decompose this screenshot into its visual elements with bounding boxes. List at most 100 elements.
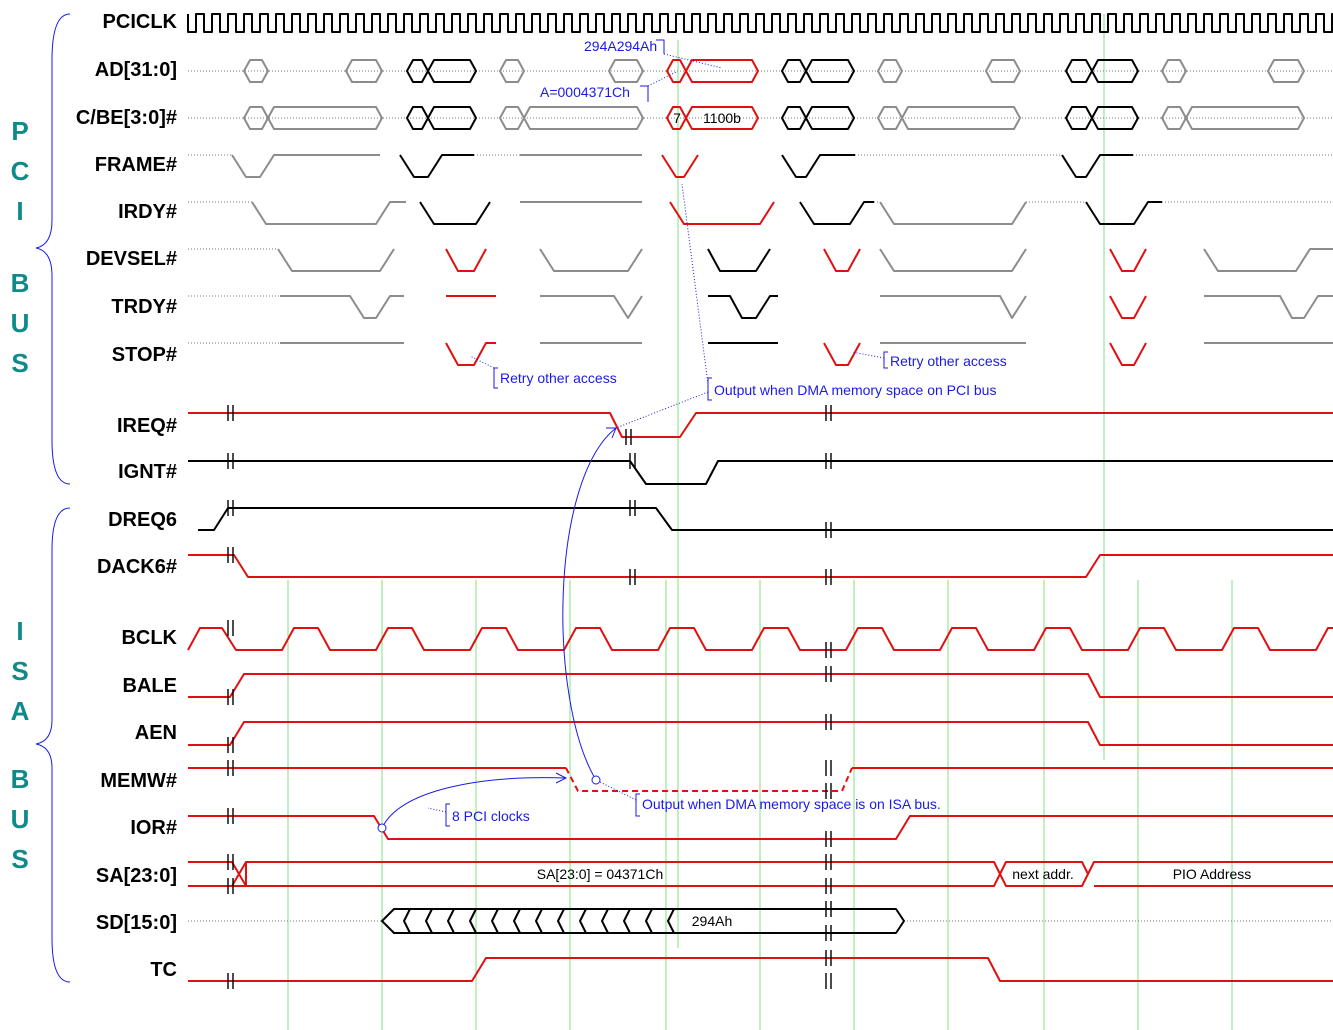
- sd-chevron: [403, 908, 411, 934]
- signal-label-dreq6: DREQ6: [108, 509, 177, 531]
- pciclk-waveform: [187, 13, 1333, 33]
- pci-letter: S: [11, 348, 28, 378]
- sd-chevron: [535, 908, 543, 934]
- time-break-mark: [227, 854, 234, 870]
- isa-letter: U: [11, 804, 30, 834]
- signal-label-tc: TC: [150, 959, 177, 981]
- dreq6-waveform: [198, 507, 1333, 531]
- aen-waveform: [188, 721, 1333, 746]
- signal-label-dack6: DACK6#: [97, 556, 177, 578]
- time-break-mark: [825, 925, 832, 941]
- tc-waveform: [188, 957, 1333, 982]
- sd-chevron: [623, 908, 631, 934]
- isa-dma-annotation: Output when DMA memory space is on ISA b…: [642, 796, 941, 812]
- time-break-mark: [629, 500, 636, 516]
- sa-pio-address-value: PIO Address: [1173, 866, 1252, 882]
- time-break-mark: [825, 854, 832, 870]
- isa-letter: A: [11, 696, 30, 726]
- signal-labels: PCICLK AD[31:0] C/BE[3:0]# FRAME# IRDY# …: [76, 11, 178, 981]
- ior-waveform: [188, 815, 1333, 840]
- memw-waveform: [188, 767, 1333, 792]
- time-break-mark: [629, 453, 636, 469]
- sd-chevron: [447, 908, 455, 934]
- ad-address-annotation: A=0004371Ch: [540, 84, 630, 100]
- pci-letter: P: [11, 116, 28, 146]
- pci-bus-letters: P C I B U S: [11, 116, 30, 378]
- signal-label-bclk: BCLK: [121, 627, 177, 649]
- time-break-mark: [825, 569, 832, 585]
- sd-chevron: [601, 908, 609, 934]
- ad-waveform: [188, 59, 1333, 83]
- time-break-mark: [825, 760, 832, 776]
- trdy-waveform: [188, 295, 1333, 319]
- sd-chevron: [425, 908, 433, 934]
- isa-letter: I: [16, 616, 23, 646]
- sd-data-value: 294Ah: [692, 913, 732, 929]
- time-break-mark: [629, 569, 636, 585]
- signal-label-bale: BALE: [123, 675, 177, 697]
- time-break-mark: [227, 620, 234, 636]
- signal-label-sd: SD[15:0]: [96, 912, 177, 934]
- sd-chevron: [491, 908, 499, 934]
- sa-next-address-value: next addr.: [1012, 866, 1074, 882]
- irdy-waveform: [188, 201, 1333, 225]
- signal-label-aen: AEN: [135, 722, 177, 744]
- time-break-mark: [825, 831, 832, 847]
- signal-label-ad: AD[31:0]: [95, 59, 177, 81]
- signal-label-stop: STOP#: [112, 344, 177, 366]
- time-break-mark: [625, 429, 632, 445]
- signal-label-ior: IOR#: [130, 817, 177, 839]
- sd-chevron: [645, 908, 653, 934]
- time-break-mark: [227, 547, 234, 563]
- time-break-mark: [227, 760, 234, 776]
- signal-label-frame: FRAME#: [95, 154, 177, 176]
- ignt-waveform: [188, 460, 1333, 485]
- stop-waveform: [188, 342, 1333, 366]
- pci-letter: B: [11, 268, 30, 298]
- sd-chevron: [513, 908, 521, 934]
- time-break-mark: [825, 973, 832, 989]
- ireq-waveform: [188, 412, 1333, 438]
- signal-label-irdy: IRDY#: [118, 201, 177, 223]
- clock-gridlines: [287, 14, 1233, 1030]
- signal-label-ignt: IGNT#: [118, 461, 177, 483]
- time-break-mark: [227, 973, 234, 989]
- isa-letter: S: [11, 844, 28, 874]
- pci-letter: U: [11, 308, 30, 338]
- time-break-mark: [825, 901, 832, 917]
- time-break-mark: [825, 950, 832, 966]
- cbe-waveform: 7 1100b: [188, 106, 1333, 130]
- time-break-marks: [227, 405, 832, 989]
- isa-bus-letters: I S A B U S: [11, 616, 30, 874]
- signal-label-ireq: IREQ#: [117, 415, 177, 437]
- signal-label-sa: SA[23:0]: [96, 865, 177, 887]
- time-break-mark: [825, 878, 832, 894]
- time-break-mark: [825, 666, 832, 682]
- time-break-mark: [825, 642, 832, 658]
- sd-chevron: [557, 908, 565, 934]
- signal-label-memw: MEMW#: [100, 770, 177, 792]
- sa-waveform: SA[23:0] = 04371Ch next addr. PIO Addres…: [188, 861, 1333, 887]
- pci-letter: C: [11, 156, 30, 186]
- retry-annotation-1: Retry other access: [500, 370, 617, 386]
- cbe-command-value: 7: [673, 110, 681, 126]
- time-break-mark: [227, 878, 234, 894]
- time-break-mark: [227, 689, 234, 705]
- isa-letter: B: [11, 764, 30, 794]
- time-break-mark: [825, 453, 832, 469]
- pci-bus-brace: [35, 13, 71, 485]
- frame-waveform: [188, 154, 1333, 178]
- annotations: 294A294Ah A=0004371Ch Retry other access…: [377, 38, 1007, 833]
- sd-transition-marks: [403, 908, 675, 934]
- signal-label-cbe: C/BE[3:0]#: [76, 107, 177, 129]
- sa-address-value: SA[23:0] = 04371Ch: [537, 866, 664, 882]
- devsel-waveform: [188, 248, 1333, 272]
- pci-clocks-annotation: 8 PCI clocks: [452, 808, 530, 824]
- sd-chevron: [579, 908, 587, 934]
- sd-waveform: 294Ah: [188, 908, 1333, 934]
- time-break-mark: [227, 453, 234, 469]
- isa-letter: S: [11, 656, 28, 686]
- time-break-mark: [227, 405, 234, 421]
- time-break-mark: [825, 714, 832, 730]
